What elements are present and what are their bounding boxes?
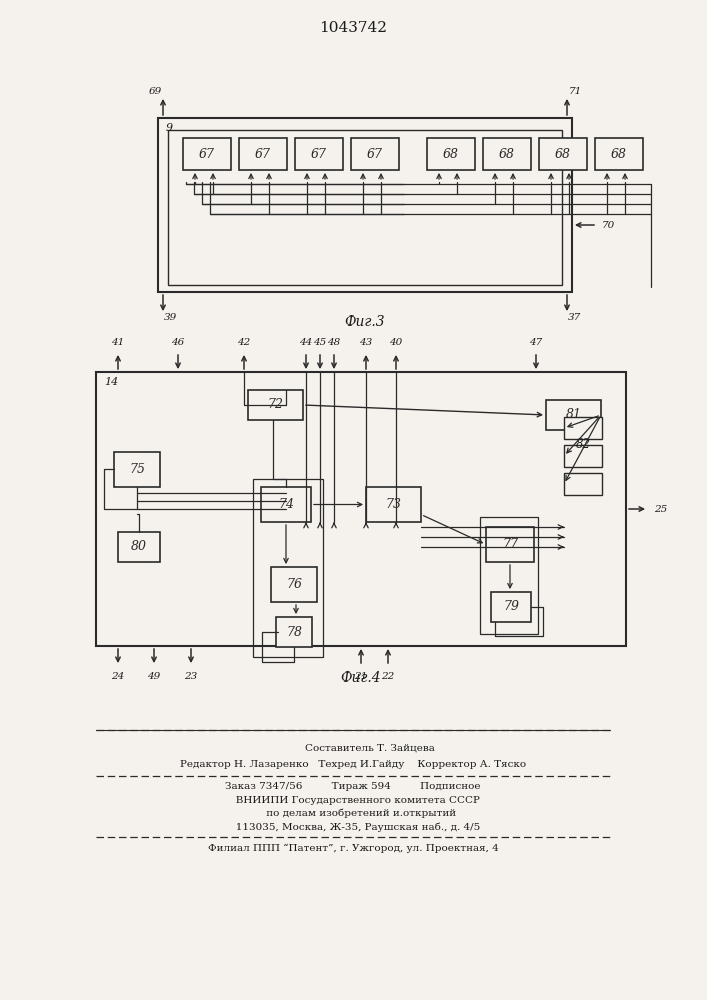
Text: 67: 67: [255, 147, 271, 160]
Bar: [168, 130, 562, 285]
Text: 37: 37: [568, 314, 581, 322]
Text: 69: 69: [148, 88, 162, 97]
Text: 45: 45: [313, 338, 327, 347]
Text: 80: 80: [131, 540, 147, 554]
Bar: [114, 452, 160, 487]
Bar: [564, 445, 602, 467]
Text: 68: 68: [611, 147, 627, 160]
Text: 22: 22: [381, 672, 395, 681]
Bar: [480, 517, 538, 634]
Bar: [546, 400, 601, 430]
Text: 67: 67: [311, 147, 327, 160]
Text: Филиал ППП “Патент”, г. Ужгород, ул. Проектная, 4: Филиал ППП “Патент”, г. Ужгород, ул. Про…: [208, 844, 498, 853]
Text: ВНИИПИ Государственного комитета СССР: ВНИИПИ Государственного комитета СССР: [226, 796, 480, 805]
Text: 42: 42: [238, 338, 250, 347]
Bar: [295, 138, 343, 170]
Bar: [248, 390, 303, 420]
Bar: [595, 138, 643, 170]
Text: 9: 9: [166, 123, 173, 133]
Text: Заказ 7347/56         Тираж 594         Подписное: Заказ 7347/56 Тираж 594 Подписное: [226, 782, 481, 791]
Text: 74: 74: [278, 498, 294, 511]
Text: 72: 72: [267, 398, 284, 412]
Bar: [183, 138, 231, 170]
Text: 48: 48: [327, 338, 341, 347]
Text: 77: 77: [502, 538, 518, 551]
Text: 75: 75: [129, 463, 145, 476]
Bar: [427, 138, 475, 170]
Bar: [271, 567, 317, 602]
Text: 68: 68: [499, 147, 515, 160]
Bar: [96, 372, 626, 646]
Bar: [276, 617, 312, 647]
Bar: [351, 138, 399, 170]
Text: 14: 14: [104, 377, 118, 387]
Bar: [239, 138, 287, 170]
Text: 47: 47: [530, 338, 543, 347]
Bar: [564, 417, 602, 439]
Text: 44: 44: [299, 338, 312, 347]
Text: Редактор Н. Лазаренко   Техред И.Гайду    Корректор А. Тяско: Редактор Н. Лазаренко Техред И.Гайду Кор…: [180, 760, 526, 769]
Text: Фиг.3: Фиг.3: [345, 315, 385, 329]
Text: 73: 73: [385, 498, 402, 511]
Text: 49: 49: [147, 672, 160, 681]
Text: 24: 24: [112, 672, 124, 681]
Bar: [491, 592, 531, 622]
Text: по делам изобретений и.открытий: по делам изобретений и.открытий: [250, 809, 456, 818]
Text: 68: 68: [555, 147, 571, 160]
Text: 43: 43: [359, 338, 373, 347]
Bar: [366, 487, 421, 522]
Text: 25: 25: [654, 504, 667, 514]
Text: Составитель Т. Зайцева: Составитель Т. Зайцева: [305, 744, 435, 753]
Bar: [564, 473, 602, 495]
Text: 78: 78: [286, 626, 302, 639]
Bar: [261, 487, 311, 522]
Text: 46: 46: [171, 338, 185, 347]
Bar: [486, 527, 534, 562]
Text: 1043742: 1043742: [319, 21, 387, 35]
Text: 71: 71: [569, 88, 583, 97]
Text: 76: 76: [286, 578, 302, 591]
Text: 39: 39: [164, 314, 177, 322]
Bar: [483, 138, 531, 170]
Text: 70: 70: [602, 221, 615, 230]
Bar: [253, 479, 323, 657]
Text: 81: 81: [566, 408, 581, 422]
Text: 41: 41: [112, 338, 124, 347]
Bar: [118, 532, 160, 562]
Text: 67: 67: [367, 147, 383, 160]
Text: 21: 21: [354, 672, 368, 681]
Text: 79: 79: [503, 600, 519, 613]
Text: Фиг.4: Фиг.4: [341, 671, 381, 685]
Text: 82: 82: [575, 438, 590, 452]
Text: 40: 40: [390, 338, 402, 347]
Text: 23: 23: [185, 672, 198, 681]
Text: 67: 67: [199, 147, 215, 160]
Text: 68: 68: [443, 147, 459, 160]
Bar: [539, 138, 587, 170]
Text: 113035, Москва, Ж-35, Раушская наб., д. 4/5: 113035, Москва, Ж-35, Раушская наб., д. …: [226, 822, 480, 832]
Bar: [158, 118, 572, 292]
